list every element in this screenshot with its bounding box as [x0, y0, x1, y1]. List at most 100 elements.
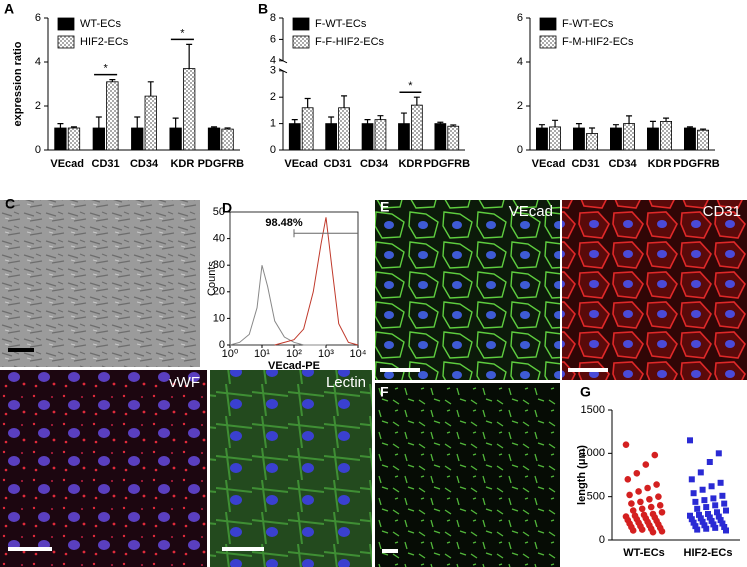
point [688, 516, 695, 523]
error-bar [211, 126, 218, 128]
significance: * [180, 27, 185, 39]
bar [67, 127, 81, 151]
point [629, 527, 637, 534]
bar [374, 119, 387, 151]
y-tick-label: 50 [213, 206, 225, 218]
y-tick-label: 0 [517, 144, 523, 156]
x-tick-label: VEcad [284, 158, 318, 170]
x-tick-label: KDR [398, 158, 422, 170]
y-tick-label: 2 [270, 91, 276, 103]
y-tick-label: 6 [35, 12, 41, 24]
y-tick-label: 0 [35, 144, 41, 156]
point [694, 526, 701, 533]
point [706, 514, 713, 521]
image-label: CD31 [703, 203, 741, 220]
panel-label: G [580, 384, 591, 400]
point [629, 507, 637, 514]
bar [447, 125, 460, 151]
error-bar [364, 119, 371, 124]
y-tick-label: 30 [213, 259, 225, 271]
panel-label: D [222, 200, 232, 216]
gate-label: 98.48% [265, 217, 303, 229]
error-bar [109, 79, 116, 82]
bar [301, 107, 314, 151]
point [647, 503, 655, 511]
bar [169, 127, 182, 151]
panel-label: B [258, 1, 268, 17]
y-tick-label: 1500 [581, 404, 605, 416]
gate [293, 229, 358, 238]
x-tick-label: WT-ECs [623, 547, 665, 559]
point [649, 528, 657, 536]
legend-label: WT-ECs [80, 18, 121, 30]
point [646, 495, 653, 503]
point [687, 437, 693, 444]
bar [144, 95, 157, 151]
point [719, 520, 726, 527]
error-bar [413, 96, 420, 106]
point [712, 524, 719, 531]
panel-label: A [4, 1, 14, 17]
x-tick-label: 10² [286, 348, 302, 360]
bar [54, 127, 67, 151]
y-tick-label: 4 [517, 56, 523, 68]
point [626, 491, 633, 499]
x-tick-label: PDGFRB [198, 158, 245, 170]
point [692, 498, 699, 505]
y-tick-label: 3 [270, 65, 276, 77]
image-label: VEcad [509, 203, 553, 220]
point [658, 508, 666, 516]
x-tick-label: KDR [648, 158, 672, 170]
point [721, 500, 728, 507]
x-tick-label: KDR [170, 158, 194, 170]
error-bar [663, 117, 670, 122]
error-bar [134, 116, 141, 128]
point [705, 511, 711, 517]
x-tick-label: CD31 [571, 158, 599, 170]
bar [106, 81, 119, 151]
point [710, 521, 717, 528]
vecad-image [375, 200, 560, 380]
bar [207, 127, 221, 151]
bar [288, 123, 301, 151]
point [642, 461, 650, 468]
histogram-line [229, 265, 326, 346]
y-tick-label: 8 [270, 12, 276, 24]
legend-swatch [292, 35, 310, 49]
point [712, 502, 719, 509]
error-bar [612, 124, 619, 128]
point [635, 488, 642, 495]
y-tick-label: 4 [35, 56, 41, 68]
bar [684, 127, 696, 151]
point [717, 517, 724, 524]
error-bar [341, 95, 348, 108]
x-tick-label: VEcad [50, 158, 84, 170]
image-label: Lectin [326, 374, 366, 391]
x-tick-label: CD31 [92, 158, 120, 170]
point [708, 483, 715, 490]
error-bar [172, 117, 179, 128]
point [723, 507, 729, 514]
x-tick-label: CD31 [324, 158, 352, 170]
error-bar [575, 123, 582, 128]
point [651, 451, 659, 459]
panel-label: F [380, 384, 389, 400]
y-tick-label: 500 [587, 491, 605, 503]
bar [610, 127, 622, 151]
significance: * [103, 63, 108, 75]
point [655, 493, 662, 500]
error-bar [377, 115, 384, 120]
error-bar [700, 128, 707, 131]
bar [660, 121, 673, 151]
point [697, 515, 704, 522]
point [706, 459, 713, 465]
y-tick-label: 1000 [581, 447, 605, 459]
x-tick-label: PDGFRB [424, 158, 471, 170]
point [637, 498, 644, 506]
point [656, 502, 664, 509]
vwf-image [0, 370, 207, 567]
y-tick-label: 2 [517, 100, 523, 112]
bar [338, 107, 350, 151]
point [703, 504, 710, 511]
